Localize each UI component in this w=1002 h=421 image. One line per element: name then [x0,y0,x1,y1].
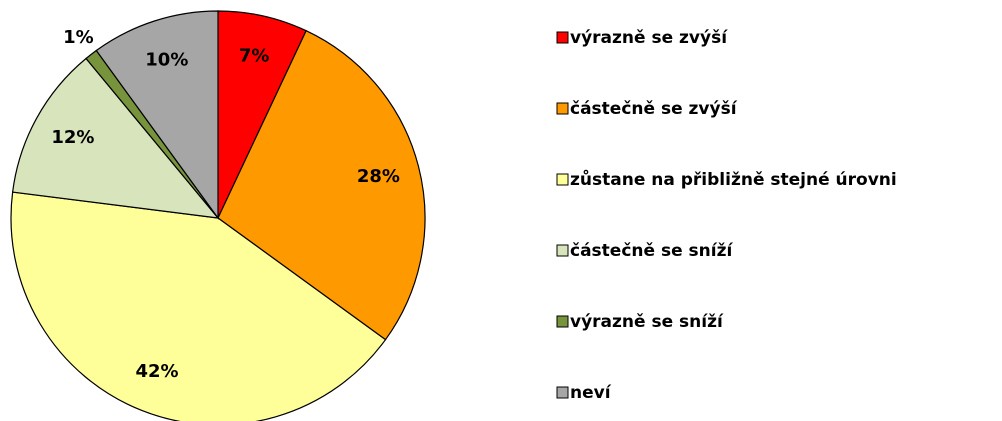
pie-slice [95,10,219,220]
data-label: 10% [145,50,188,71]
legend-swatch [556,173,569,186]
legend-swatch [556,102,569,115]
legend-label: neví [570,383,612,403]
legend-label: výrazně se zvýší [570,28,728,48]
legend-swatch [556,244,569,257]
data-label: 42% [135,361,178,382]
pie-slice [11,57,220,219]
legend-label: výrazně se sníží [570,312,724,332]
legend-swatch [556,31,569,44]
legend-label: zůstane na přibližně stejné úrovni [570,168,897,190]
data-label: 7% [239,45,270,66]
pie-slice [10,191,387,421]
legend-swatch [556,386,569,399]
pie-slice [217,29,426,341]
legend-label: částečně se zvýší [570,99,738,119]
data-label: 12% [51,127,94,148]
data-label: 1% [63,27,94,48]
data-label: 28% [357,166,400,187]
legend-label: částečně se sníží [570,241,733,261]
legend-swatch [556,315,569,328]
